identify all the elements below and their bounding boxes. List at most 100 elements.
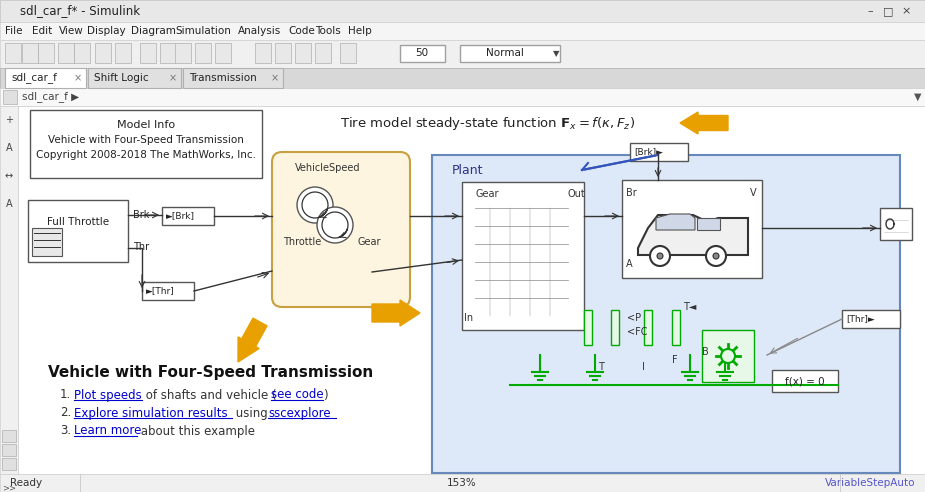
Text: Gear: Gear — [358, 237, 381, 247]
Text: f(x) = 0: f(x) = 0 — [785, 376, 825, 386]
Bar — [2, 458, 16, 470]
Text: Gear: Gear — [476, 189, 500, 199]
Bar — [630, 143, 688, 161]
Text: 1.: 1. — [60, 389, 71, 401]
Polygon shape — [638, 215, 748, 255]
Text: Copyright 2008-2018 The MathWorks, Inc.: Copyright 2008-2018 The MathWorks, Inc. — [36, 150, 256, 160]
Text: I: I — [642, 362, 645, 372]
Circle shape — [297, 187, 333, 223]
Bar — [460, 45, 560, 62]
Text: using: using — [232, 406, 272, 420]
Bar — [275, 43, 291, 63]
Text: □: □ — [882, 6, 894, 16]
Circle shape — [721, 349, 735, 363]
Bar — [5, 43, 21, 63]
Bar — [880, 208, 912, 240]
Text: ▼: ▼ — [553, 49, 560, 58]
Text: Edit: Edit — [32, 26, 53, 36]
Bar — [295, 43, 311, 63]
Text: V: V — [750, 188, 757, 198]
Text: Shift Logic: Shift Logic — [93, 73, 148, 83]
Text: Explore simulation results: Explore simulation results — [74, 406, 228, 420]
Circle shape — [317, 207, 353, 243]
Bar — [18, 106, 925, 474]
Bar — [22, 43, 38, 63]
Bar — [58, 43, 74, 63]
Bar — [215, 43, 231, 63]
Text: ×: × — [169, 73, 177, 83]
Text: ×: × — [73, 73, 81, 83]
Text: VehicleSpeed: VehicleSpeed — [295, 163, 361, 173]
Text: Transmission: Transmission — [189, 73, 257, 83]
Text: Br: Br — [626, 188, 636, 198]
Text: Vehicle with Four-Speed Transmission: Vehicle with Four-Speed Transmission — [48, 366, 374, 380]
Text: sdl_car_f ▶: sdl_car_f ▶ — [22, 92, 80, 102]
Polygon shape — [656, 214, 695, 230]
FancyBboxPatch shape — [272, 152, 410, 307]
Bar — [142, 282, 194, 300]
Bar — [5, 68, 85, 88]
Text: Code: Code — [289, 26, 315, 36]
Text: A: A — [626, 259, 633, 269]
Text: 2.: 2. — [60, 406, 71, 420]
Text: sdl_car_f* - Simulink: sdl_car_f* - Simulink — [20, 4, 140, 18]
Circle shape — [706, 246, 726, 266]
Text: File: File — [5, 26, 22, 36]
Bar — [160, 43, 176, 63]
Text: Diagram: Diagram — [131, 26, 176, 36]
Bar — [0, 40, 925, 68]
Text: Learn more: Learn more — [74, 425, 142, 437]
Bar — [672, 310, 680, 345]
Text: Throttle: Throttle — [283, 237, 321, 247]
Bar — [400, 45, 445, 62]
Text: about this example: about this example — [137, 425, 255, 437]
Text: VariableStepAuto: VariableStepAuto — [824, 478, 915, 488]
Bar — [74, 43, 90, 63]
Text: Out: Out — [568, 189, 586, 199]
Text: <P: <P — [627, 313, 641, 323]
Text: Normal: Normal — [486, 49, 524, 59]
Text: ▼: ▼ — [914, 92, 921, 102]
Bar — [175, 43, 191, 63]
Bar — [772, 370, 838, 392]
Text: Analysis: Analysis — [238, 26, 281, 36]
Text: Brk: Brk — [133, 210, 149, 220]
Circle shape — [657, 253, 663, 259]
Bar — [2, 444, 16, 456]
Bar — [88, 68, 181, 88]
Bar — [622, 180, 762, 278]
Bar — [644, 310, 652, 345]
Bar — [340, 43, 356, 63]
Text: see code: see code — [271, 389, 324, 401]
Bar — [28, 200, 128, 262]
Text: Tools: Tools — [315, 26, 341, 36]
Bar — [0, 474, 925, 492]
Text: 50: 50 — [415, 49, 428, 59]
FancyArrow shape — [372, 300, 420, 326]
Text: Display: Display — [87, 26, 125, 36]
Text: ×: × — [901, 6, 911, 16]
Bar — [140, 43, 156, 63]
Circle shape — [650, 246, 670, 266]
Text: of shafts and vehicle (: of shafts and vehicle ( — [142, 389, 277, 401]
Bar — [0, 22, 925, 40]
Bar — [2, 430, 16, 442]
Bar — [162, 207, 214, 225]
Text: View: View — [59, 26, 84, 36]
Text: In: In — [464, 313, 473, 323]
Text: Full Throttle: Full Throttle — [47, 217, 109, 227]
Text: –: – — [868, 6, 873, 16]
Bar — [0, 106, 18, 474]
Text: ): ) — [323, 389, 327, 401]
Text: Help: Help — [349, 26, 372, 36]
Bar — [584, 310, 592, 345]
Circle shape — [713, 253, 719, 259]
Text: ►[Brk]: ►[Brk] — [166, 212, 195, 220]
Bar — [30, 110, 262, 178]
Polygon shape — [697, 218, 720, 230]
Bar — [702, 330, 754, 382]
Bar — [432, 155, 900, 473]
Bar — [315, 43, 331, 63]
Bar — [0, 88, 925, 106]
Text: Ready: Ready — [10, 478, 43, 488]
